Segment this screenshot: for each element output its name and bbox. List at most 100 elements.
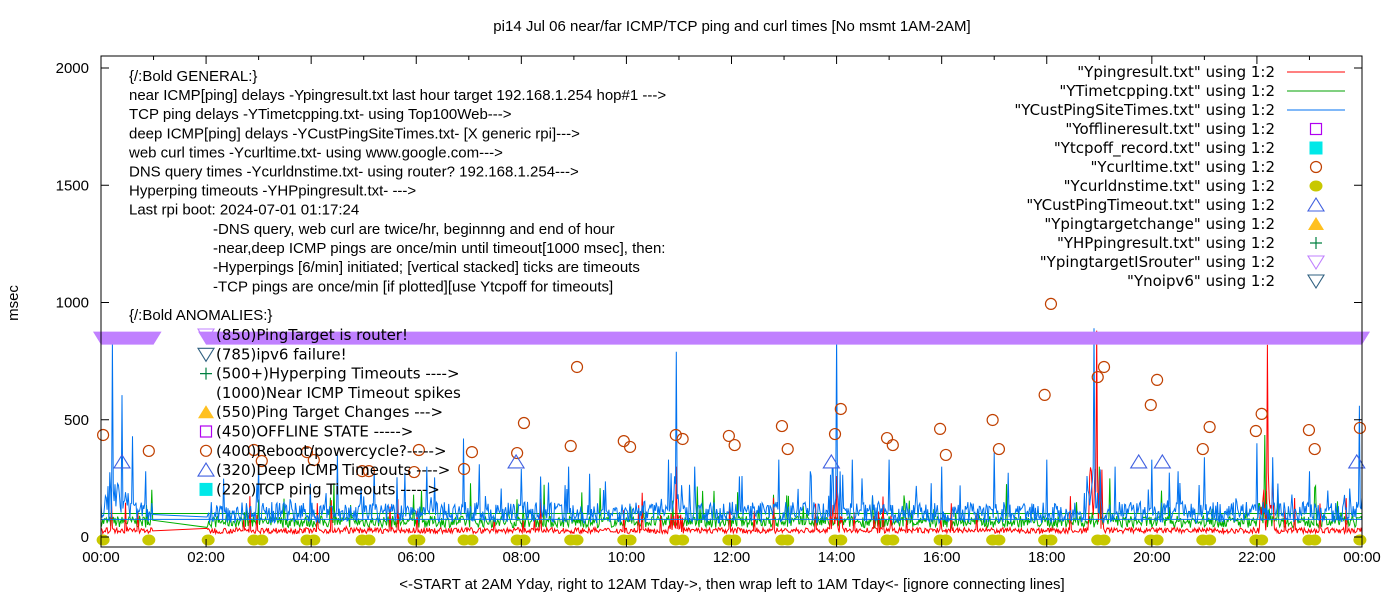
annotation-general-line: DNS query times -Ycurldnstime.txt- using… xyxy=(129,164,579,181)
dns-time-point xyxy=(517,534,531,546)
deep-icmp-series xyxy=(100,328,1363,525)
curl-time-point xyxy=(1196,442,1209,456)
annotation-general-line: web curl times -Ycurltime.txt- using www… xyxy=(128,144,503,161)
dns-time-point xyxy=(623,534,637,546)
curl-time-point xyxy=(564,439,577,453)
curl-time-point xyxy=(880,431,894,445)
curl-time-point xyxy=(307,453,320,467)
curl-time-point xyxy=(933,422,947,435)
anomaly-legend-line: (1000)Near ICMP Timeout spikes xyxy=(216,384,461,402)
curl-time-point xyxy=(247,443,260,457)
curl-time-point xyxy=(1097,360,1111,374)
x-tick-label: 12:00 xyxy=(713,549,751,566)
curl-time-point xyxy=(828,427,842,441)
curl-time-point xyxy=(517,416,531,430)
x-tick-label: 16:00 xyxy=(923,549,961,566)
legend-symbol-icon xyxy=(1309,180,1323,192)
anomaly-symbol-icon xyxy=(199,444,213,457)
curl-time-point xyxy=(511,446,524,460)
curl-time-point xyxy=(412,443,425,457)
x-tick-label: 00:00 xyxy=(1343,549,1381,566)
curl-time-point xyxy=(669,428,682,442)
curl-time-point xyxy=(1203,420,1216,434)
anomaly-symbol-icon xyxy=(199,425,213,438)
legend-entry-label: "Ycurltime.txt" using 1:2 xyxy=(1090,158,1275,176)
anomaly-symbol-icon xyxy=(198,405,214,419)
curl-time-point xyxy=(356,465,369,478)
y-tick-label: 500 xyxy=(64,412,89,429)
x-tick-label: 10:00 xyxy=(608,549,646,566)
annotation-general-line: TCP ping delays -YTimetcpping.txt- using… xyxy=(129,106,512,123)
curl-time-point xyxy=(1144,398,1157,412)
curl-time-point xyxy=(1150,373,1164,386)
curl-time-point xyxy=(300,446,314,459)
dns-time-point xyxy=(1255,534,1269,546)
curl-time-point xyxy=(1038,388,1051,401)
chart-title: pi14 Jul 06 near/far ICMP/TCP ping and c… xyxy=(493,18,970,35)
dns-time-point xyxy=(728,534,742,546)
legend-symbol-icon xyxy=(1310,237,1322,249)
legend-symbol-icon xyxy=(1309,160,1323,174)
legend-symbol-icon xyxy=(1309,122,1323,136)
curl-time-point xyxy=(722,429,735,443)
curl-time-point xyxy=(408,465,421,479)
curl-time-point xyxy=(617,434,630,448)
legend-entry-label: "YHPpingresult.txt" using 1:2 xyxy=(1057,234,1275,252)
legend-entry-label: "Ypingtargetchange" using 1:2 xyxy=(1044,215,1275,233)
anomaly-symbol-icon xyxy=(200,367,212,380)
dns-time-point xyxy=(255,534,269,546)
y-tick-label: 1500 xyxy=(56,177,89,194)
curl-time-point xyxy=(1091,370,1104,384)
deep-timeout-point xyxy=(507,453,526,469)
legend-entry-label: "YCustPingTimeout.txt" using 1:2 xyxy=(1026,196,1275,214)
annotation-note-line: -DNS query, web curl are twice/hr, begin… xyxy=(213,221,615,238)
x-tick-label: 00:00 xyxy=(82,549,120,566)
anomaly-symbol-icon xyxy=(197,462,215,477)
x-tick-label: 02:00 xyxy=(187,549,225,566)
curl-time-point xyxy=(255,454,268,468)
y-tick-label: 1000 xyxy=(56,295,89,312)
curl-time-point xyxy=(1255,407,1268,420)
dns-time-point xyxy=(676,534,690,546)
legend-symbol-icon xyxy=(1307,255,1325,271)
legend-entry-label: "YCustPingSiteTimes.txt" using 1:2 xyxy=(1014,101,1275,119)
dns-time-point xyxy=(886,534,900,546)
deep-timeout-point xyxy=(1347,453,1366,469)
annotation-general-line: Last rpi boot: 2024-07-01 01:17:24 xyxy=(129,202,359,219)
y-axis-label: msec xyxy=(5,285,22,321)
deep-timeout-point xyxy=(1153,453,1172,469)
legend-symbol-icon xyxy=(1307,196,1325,212)
curl-time-point xyxy=(465,446,479,459)
ping-target-router-marks xyxy=(198,331,1370,345)
dns-time-point xyxy=(201,534,215,546)
x-tick-label: 06:00 xyxy=(397,549,435,566)
legend-symbol-icon xyxy=(1308,217,1324,230)
annotation-note-line: -TCP pings are once/min [if plotted][use… xyxy=(213,278,613,295)
dns-time-point xyxy=(1353,534,1367,546)
dns-time-point xyxy=(362,534,376,546)
curl-time-point xyxy=(676,432,689,446)
legend-entry-label: "YTimetcpping.txt" using 1:2 xyxy=(1059,82,1275,100)
curl-time-point xyxy=(1302,423,1316,437)
dns-time-point xyxy=(1308,534,1322,546)
anomaly-legend-line: (220)TCP ping Timeouts -----> xyxy=(216,480,440,498)
dns-time-point xyxy=(939,534,953,546)
legend-entry-label: "Ycurldnstime.txt" using 1:2 xyxy=(1064,177,1275,195)
curl-time-point xyxy=(457,462,471,476)
curl-time-point xyxy=(986,413,999,427)
curl-time-point xyxy=(1308,442,1321,456)
x-axis-label: <-START at 2AM Yday, right to 12AM Tday-… xyxy=(399,576,1064,593)
dns-time-point xyxy=(142,534,156,546)
curl-time-point xyxy=(781,442,794,456)
legend-symbol-icon xyxy=(1307,274,1325,290)
dns-time-point xyxy=(1097,534,1111,546)
dns-time-point xyxy=(412,534,426,546)
anomaly-legend-line: (550)Ping Target Changes ---> xyxy=(216,403,443,421)
dns-time-point xyxy=(992,534,1006,546)
curl-time-point xyxy=(1044,297,1058,311)
annotation-general-line: Hyperping timeouts -YHPpingresult.txt- -… xyxy=(129,183,416,200)
legend-entry-label: "Ynoipv6" using 1:2 xyxy=(1127,272,1275,290)
x-tick-label: 04:00 xyxy=(292,549,330,566)
near-icmp-series xyxy=(100,330,1363,536)
